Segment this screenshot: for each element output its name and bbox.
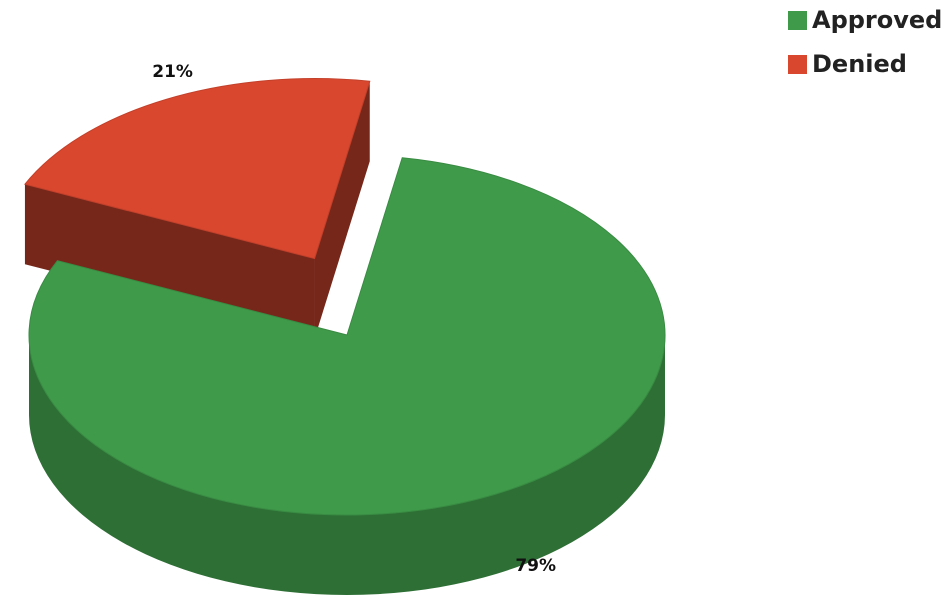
pie-side bbox=[314, 81, 370, 339]
pie-side bbox=[29, 335, 665, 595]
pie-side bbox=[24, 184, 315, 339]
value-label: 21% bbox=[152, 62, 193, 82]
pie-slice bbox=[24, 78, 371, 260]
legend-swatch bbox=[788, 55, 807, 74]
legend-label: Approved bbox=[812, 6, 942, 34]
value-label: 79% bbox=[515, 556, 556, 576]
pie-slice bbox=[28, 157, 666, 516]
legend-label: Denied bbox=[812, 50, 907, 78]
legend-swatch bbox=[788, 11, 807, 30]
